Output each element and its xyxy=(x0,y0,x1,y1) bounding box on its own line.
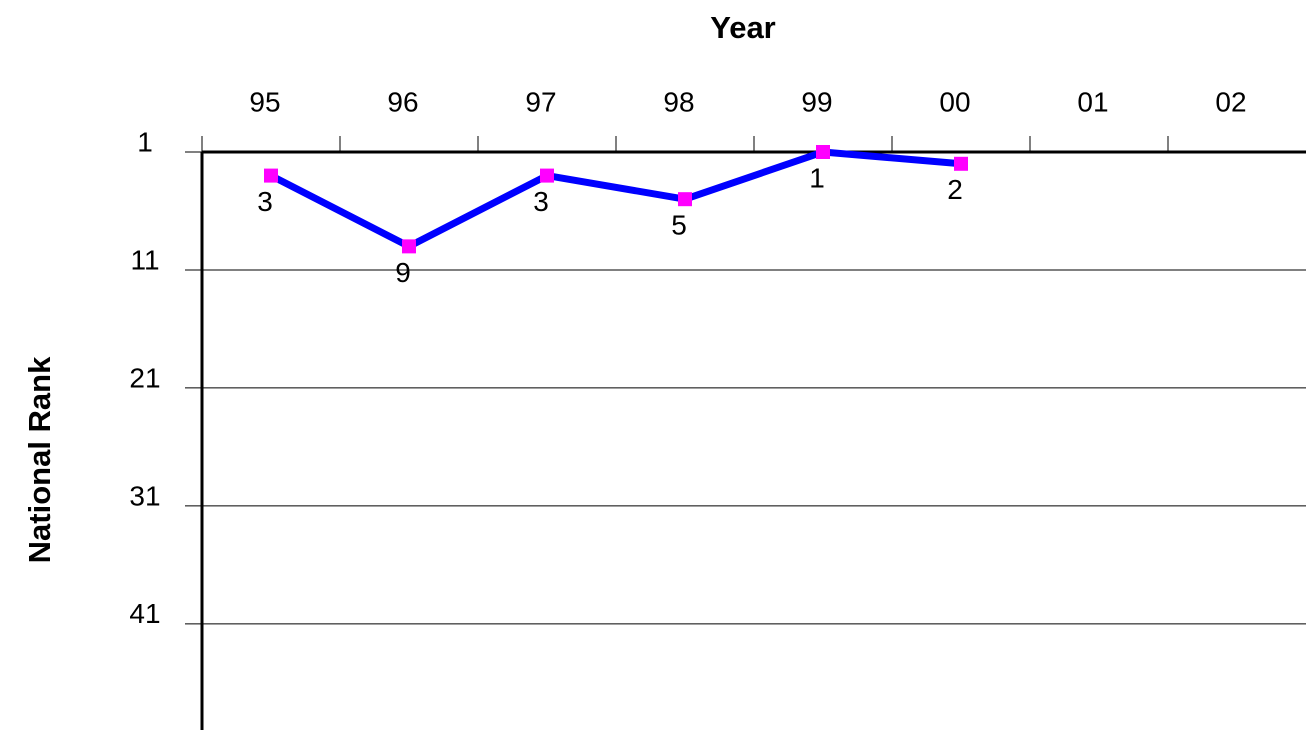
point-marker xyxy=(816,145,830,159)
data-label: 2 xyxy=(947,174,963,205)
x-tick-label: 00 xyxy=(939,86,970,117)
y-tick-label: 11 xyxy=(130,244,159,275)
y-tick-label: 21 xyxy=(129,362,160,393)
y-tick-label: 1 xyxy=(137,126,153,157)
x-tick-label: 98 xyxy=(663,86,694,117)
point-marker xyxy=(540,168,554,183)
x-tick-label: 96 xyxy=(387,86,418,117)
point-marker xyxy=(678,192,692,207)
chart-title: Year xyxy=(710,10,776,45)
y-axis-label: National Rank xyxy=(22,356,57,563)
series-line xyxy=(269,148,962,250)
y-tick-label: 41 xyxy=(129,598,160,629)
x-tick-label: 95 xyxy=(249,86,280,117)
data-label: 9 xyxy=(395,257,411,288)
data-label: 1 xyxy=(809,162,825,193)
y-tick-label: 31 xyxy=(129,480,160,511)
point-marker xyxy=(954,156,968,171)
x-tick-label: 97 xyxy=(525,86,556,117)
point-marker xyxy=(264,168,278,183)
data-label: 5 xyxy=(671,210,687,241)
x-tick-label: 01 xyxy=(1077,86,1108,117)
x-tick-label: 99 xyxy=(801,86,832,117)
data-label: 3 xyxy=(257,186,273,217)
point-marker xyxy=(402,239,416,254)
data-label: 3 xyxy=(533,186,549,217)
x-tick-label: 02 xyxy=(1215,86,1246,117)
